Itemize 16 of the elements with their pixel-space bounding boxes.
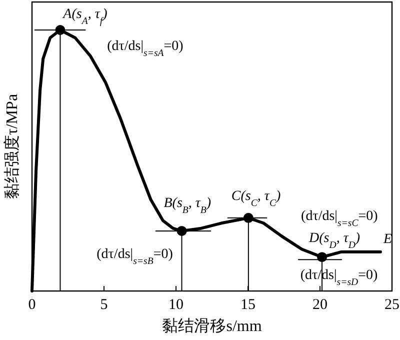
x-tick-label: 15 [240,297,256,313]
annotation: A(s$_{A}$, τ$_{f}$) [62,7,108,26]
x-axis-title: 黏结滑移s/mm [162,317,262,335]
x-tick-label: 5 [100,297,108,313]
annotation: (dτ/ds|$_{s=sC}$=0) [301,208,378,228]
annotation: (dτ/ds|$_{s=sB}$=0) [96,246,174,266]
x-tick-label: 0 [28,297,36,313]
annotation: E [382,232,392,247]
annotation: B(s$_{B}$, τ$_{B}$) [164,196,212,216]
annotation: D(s$_{D}$, τ$_{D}$) [308,231,360,251]
y-axis-title: 黏结强度τ/MPa [3,94,21,200]
annotation: C(s$_{C}$, τ$_{C}$) [231,188,281,208]
x-tick-label: 20 [312,297,328,313]
x-tick-label: 25 [384,297,400,313]
x-tick-label: 10 [168,297,184,313]
annotation: (dτ/ds|$_{s=sA}$=0) [107,39,184,58]
